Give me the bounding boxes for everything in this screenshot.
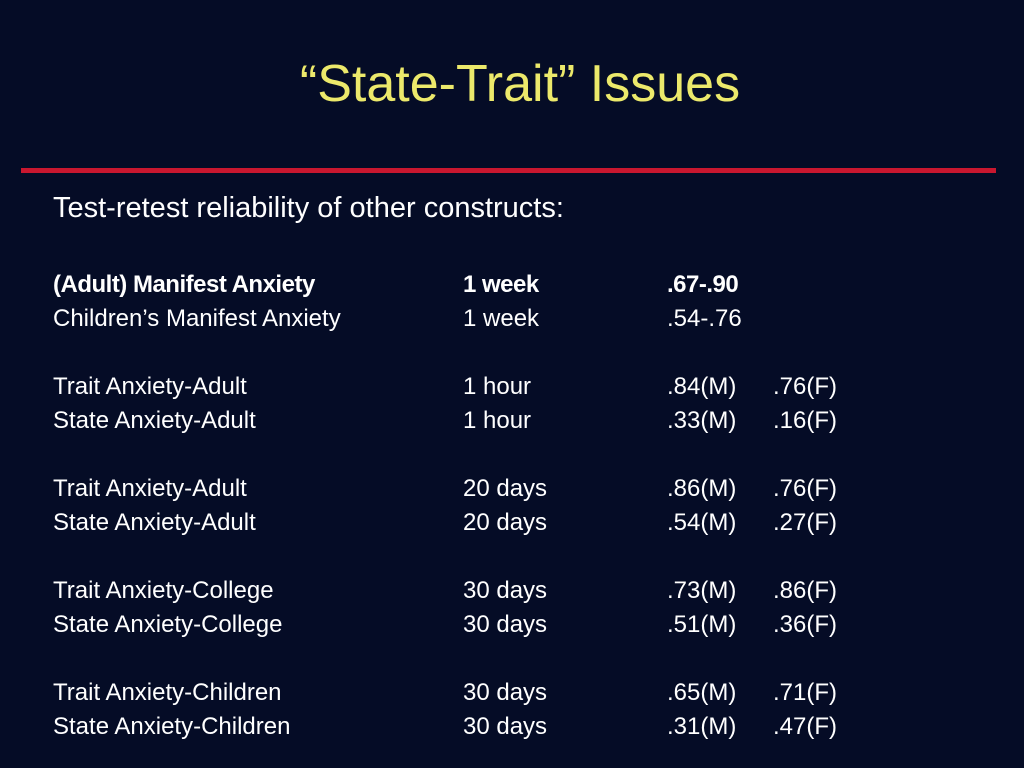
female-reliability-cell: .36(F)	[773, 611, 838, 638]
construct-cell: (Adult) Manifest Anxiety	[53, 271, 315, 298]
row-spacer	[53, 540, 993, 574]
male-reliability-cell: .65(M)	[667, 679, 737, 706]
row-spacer	[53, 336, 993, 370]
slide-title: “State-Trait” Issues	[299, 55, 741, 113]
construct-cell: Children’s Manifest Anxiety	[53, 305, 341, 332]
construct-cell: Trait Anxiety-College	[53, 577, 274, 604]
table-row: Children’s Manifest Anxiety 1 week .54-.…	[53, 302, 993, 336]
interval-cell: 20 days	[463, 475, 548, 502]
male-reliability-cell: .31(M)	[667, 713, 737, 740]
female-reliability-cell: .47(F)	[773, 713, 838, 740]
female-reliability-cell: .16(F)	[773, 407, 838, 434]
table-row: State Anxiety-Adult 1 hour .33(M) .16(F)	[53, 404, 993, 438]
interval-cell: 30 days	[463, 577, 548, 604]
row-spacer	[53, 642, 993, 676]
interval-cell: 30 days	[463, 679, 548, 706]
male-reliability-cell: .33(M)	[667, 407, 737, 434]
table-row: (Adult) Manifest Anxiety 1 week .67-.90	[53, 268, 993, 302]
interval-cell: 20 days	[463, 509, 548, 536]
interval-cell: 30 days	[463, 611, 548, 638]
construct-cell: Trait Anxiety-Adult	[53, 475, 247, 502]
interval-cell: 1 week	[463, 271, 539, 298]
reliability-table: (Adult) Manifest Anxiety 1 week .67-.90 …	[53, 268, 993, 744]
female-reliability-cell: .76(F)	[773, 475, 838, 502]
male-reliability-cell: .86(M)	[667, 475, 737, 502]
male-reliability-cell: .73(M)	[667, 577, 737, 604]
table-row: Trait Anxiety-College 30 days .73(M) .86…	[53, 574, 993, 608]
table-row: Trait Anxiety-Adult 20 days .86(M) .76(F…	[53, 472, 993, 506]
table-row: Trait Anxiety-Adult 1 hour .84(M) .76(F)	[53, 370, 993, 404]
reliability-cell: .54-.76	[667, 305, 742, 332]
female-reliability-cell: .86(F)	[773, 577, 838, 604]
male-reliability-cell: .54(M)	[667, 509, 737, 536]
interval-cell: 1 hour	[463, 373, 532, 400]
female-reliability-cell: .27(F)	[773, 509, 838, 536]
table-row: State Anxiety-Adult 20 days .54(M) .27(F…	[53, 506, 993, 540]
male-reliability-cell: .84(M)	[667, 373, 737, 400]
construct-cell: State Anxiety-College	[53, 611, 283, 638]
interval-cell: 1 hour	[463, 407, 532, 434]
construct-cell: Trait Anxiety-Children	[53, 679, 282, 706]
interval-cell: 30 days	[463, 713, 548, 740]
table-row: State Anxiety-College 30 days .51(M) .36…	[53, 608, 993, 642]
reliability-cell: .67-.90	[667, 271, 739, 298]
male-reliability-cell: .51(M)	[667, 611, 737, 638]
construct-cell: State Anxiety-Children	[53, 713, 291, 740]
slide-subtitle: Test-retest reliability of other constru…	[53, 192, 564, 224]
construct-cell: State Anxiety-Adult	[53, 407, 256, 434]
title-divider	[21, 168, 996, 173]
female-reliability-cell: .76(F)	[773, 373, 838, 400]
interval-cell: 1 week	[463, 305, 540, 332]
construct-cell: State Anxiety-Adult	[53, 509, 256, 536]
table-row: State Anxiety-Children 30 days .31(M) .4…	[53, 710, 993, 744]
construct-cell: Trait Anxiety-Adult	[53, 373, 247, 400]
row-spacer	[53, 438, 993, 472]
female-reliability-cell: .71(F)	[773, 679, 838, 706]
table-row: Trait Anxiety-Children 30 days .65(M) .7…	[53, 676, 993, 710]
